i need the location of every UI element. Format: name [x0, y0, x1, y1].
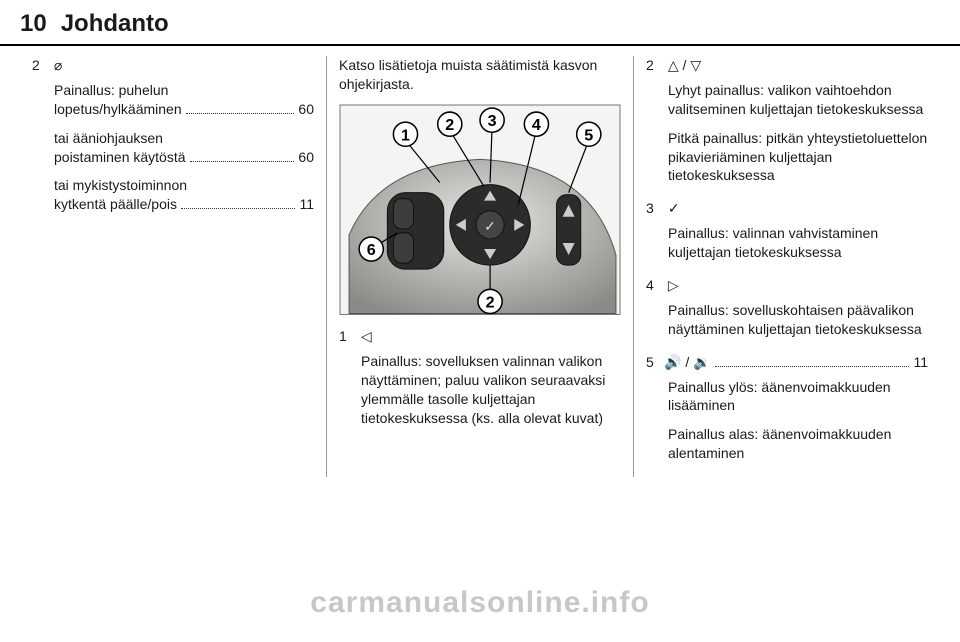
entry-text: Painallus: valinnan vahvistaminen kuljet… — [646, 224, 928, 262]
svg-text:✓: ✓ — [484, 218, 496, 234]
dots-text: kytkentä päälle/pois — [54, 195, 177, 214]
dots-row: poistaminen käytöstä 60 — [32, 148, 314, 167]
entry-4: 4 ▷ Painallus: sovelluskohtaisen päävali… — [646, 276, 928, 339]
dots-fill — [181, 198, 295, 209]
dots-page-ref: 60 — [298, 148, 314, 167]
callout-1: 1 — [401, 126, 410, 144]
steering-wheel-figure: ✓ 1 — [339, 104, 621, 316]
page-number: 10 — [20, 10, 47, 38]
callout-2: 2 — [445, 116, 454, 134]
entry-number: 1 — [339, 327, 357, 346]
column-1: 2 ⌀ Painallus: puhelun lopetus/hylkäämin… — [20, 56, 327, 477]
entry-number: 3 — [646, 199, 664, 218]
dots-text: poistaminen käytöstä — [54, 148, 186, 167]
dots-text: lopetus/hylkääminen — [54, 100, 182, 119]
entry-5: 5 🔊 / 🔉 11 Painallus ylös: äänenvoimakku… — [646, 353, 928, 463]
dots-page-ref: 11 — [913, 353, 928, 372]
check-icon: ✓ — [668, 200, 680, 216]
dots-row: kytkentä päälle/pois 11 — [32, 195, 314, 214]
dots-row: lopetus/hylkääminen 60 — [32, 100, 314, 119]
left-arrow-icon: ◁ — [361, 328, 372, 344]
steering-wheel-svg: ✓ 1 — [339, 104, 621, 316]
dots-fill — [190, 150, 295, 161]
entry-text: Painallus ylös: äänenvoimakkuuden lisääm… — [646, 378, 928, 416]
entry-2b: 2 △ / ▽ Lyhyt painallus: valikon vaihtoe… — [646, 56, 928, 185]
entry-number: 2 — [32, 56, 50, 75]
entry-text: Lyhyt painallus: valikon vaihtoehdon val… — [646, 81, 928, 119]
entry-3: 3 ✓ Painallus: valinnan vahvistaminen ku… — [646, 199, 928, 262]
column-3: 2 △ / ▽ Lyhyt painallus: valikon vaihtoe… — [634, 56, 940, 477]
up-down-arrow-icon: △ / ▽ — [668, 57, 701, 73]
entry-number: 2 — [646, 56, 664, 75]
entry-text: Painallus: puhelun — [32, 81, 314, 100]
entry-text: Pitkä painallus: pitkän yhteystietoluett… — [646, 129, 928, 186]
dots-page-ref: 11 — [299, 195, 314, 214]
entry-text: Painallus: sovelluskohtaisen päävalikon … — [646, 301, 928, 339]
callout-5: 5 — [584, 126, 593, 144]
entry-text: tai ääniohjauksen — [32, 129, 314, 148]
callout-3: 3 — [488, 112, 497, 130]
dots-fill — [186, 103, 295, 114]
intro-text: Katso lisätietoja muista säätimistä kasv… — [339, 56, 621, 94]
dots-fill — [715, 356, 910, 367]
right-arrow-icon: ▷ — [668, 277, 679, 293]
column-2: Katso lisätietoja muista säätimistä kasv… — [327, 56, 634, 477]
page-header: 10 Johdanto — [0, 0, 960, 46]
dots-page-ref: 60 — [298, 100, 314, 119]
volume-icon: 🔊 / 🔉 — [664, 353, 711, 372]
entry-text: Painallus: sovelluksen valinnan valikon … — [339, 352, 621, 428]
callout-6: 6 — [367, 241, 376, 259]
entry-text: tai mykistystoiminnon — [32, 176, 314, 195]
page-title: Johdanto — [61, 10, 169, 38]
entry-text: Painallus alas: äänenvoimakkuuden alenta… — [646, 425, 928, 463]
entry-number: 5 — [646, 353, 664, 372]
content-columns: 2 ⌀ Painallus: puhelun lopetus/hylkäämin… — [0, 56, 960, 477]
entry-1: 1 ◁ Painallus: sovelluksen valinnan vali… — [339, 327, 621, 427]
callout-4: 4 — [532, 116, 541, 134]
entry-symbol: ⌀ — [54, 57, 62, 73]
entry-number: 4 — [646, 276, 664, 295]
entry-2: 2 ⌀ Painallus: puhelun lopetus/hylkäämin… — [32, 56, 314, 214]
watermark: carmanualsonline.info — [0, 586, 960, 620]
callout-2b: 2 — [486, 293, 495, 311]
